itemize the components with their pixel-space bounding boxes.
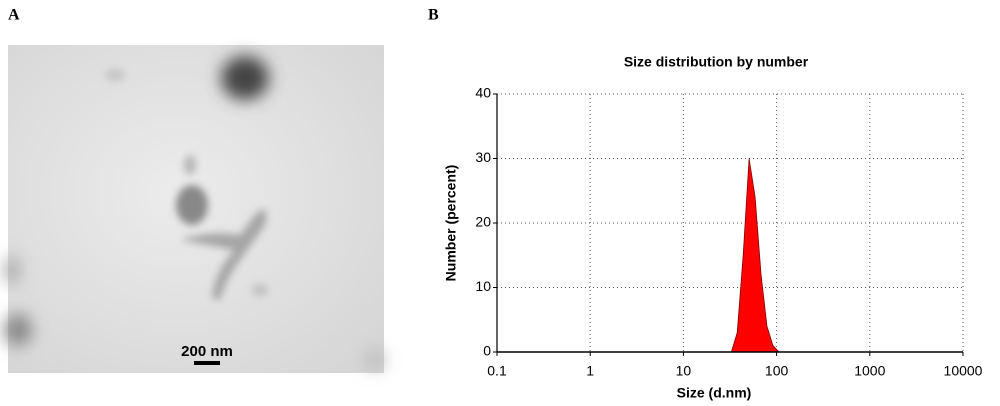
panel-label: A [8, 7, 20, 24]
y-axis-label: Number (percent) [443, 165, 459, 282]
x-tick-label: 100 [765, 363, 789, 379]
tem-image [4, 45, 385, 373]
y-tick-label: 40 [475, 85, 491, 101]
x-axis-label: Size (d.nm) [677, 385, 752, 401]
y-tick-label: 0 [483, 343, 491, 359]
x-tick-label: 10 [676, 363, 692, 379]
x-tick-label: 10000 [944, 363, 983, 379]
x-tick-label: 0.1 [487, 363, 507, 379]
y-tick-label: 10 [475, 278, 491, 294]
panel-label: B [428, 7, 439, 24]
scale-bar-label: 200 nm [181, 343, 233, 360]
y-tick-label: 20 [475, 214, 491, 230]
distribution-area [730, 158, 780, 353]
y-tick-label: 30 [475, 149, 491, 165]
x-tick-label: 1 [586, 363, 594, 379]
chart-title: Size distribution by number [624, 54, 809, 70]
x-tick-label: 1000 [854, 363, 885, 379]
